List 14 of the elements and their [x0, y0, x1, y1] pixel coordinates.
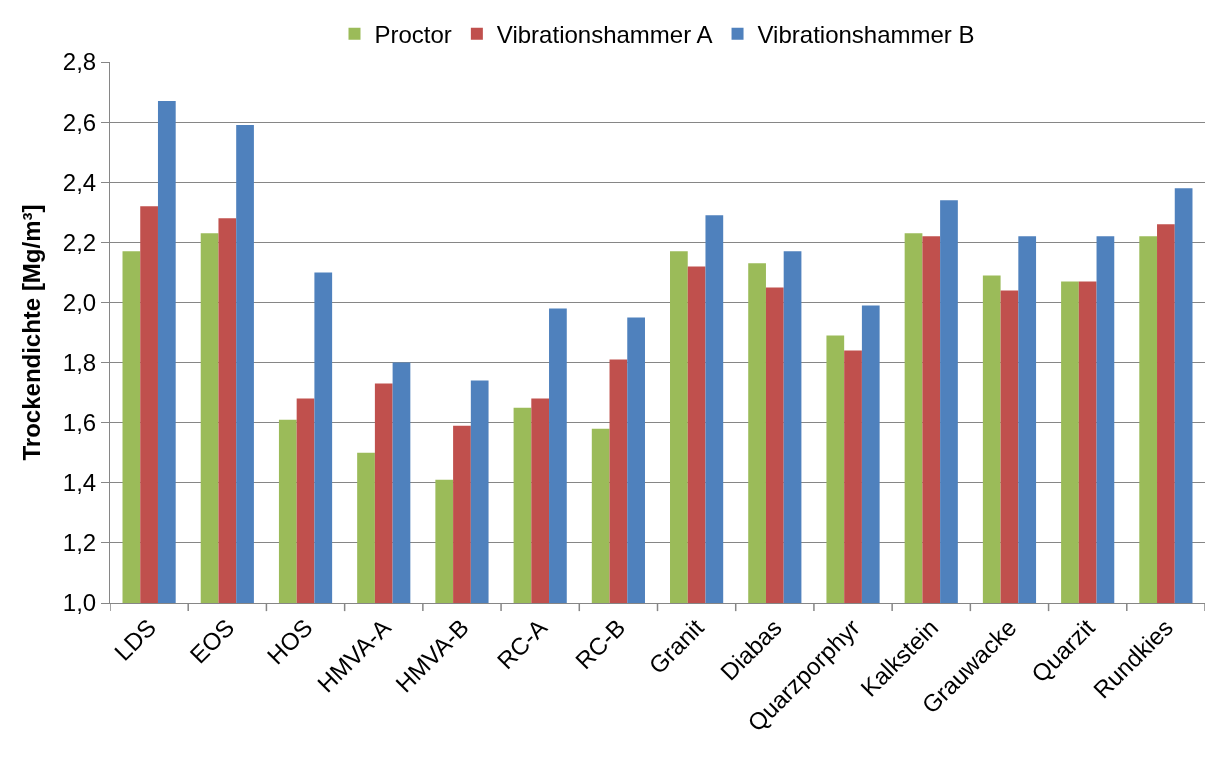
y-tick-label: 1,8 [62, 348, 97, 376]
y-tick-label: 2,4 [62, 168, 97, 196]
y-tick-label: 2,6 [62, 108, 97, 136]
y-tick-label: 1,4 [62, 469, 97, 497]
y-tick-label: 1,0 [62, 589, 97, 617]
y-tick-label: 2,2 [62, 228, 97, 256]
y-tick-label: 1,6 [62, 409, 97, 437]
y-tick-label: 1,2 [62, 529, 97, 557]
y-tick-label: 2,0 [62, 288, 97, 316]
legend-label: Vibrationshammer B [757, 21, 975, 49]
legend-label: Proctor [374, 21, 452, 49]
y-axis-title: Trockendichte [Mg/m³] [17, 204, 45, 461]
legend-label: Vibrationshammer A [496, 21, 713, 49]
y-tick-label: 2,8 [62, 48, 97, 76]
